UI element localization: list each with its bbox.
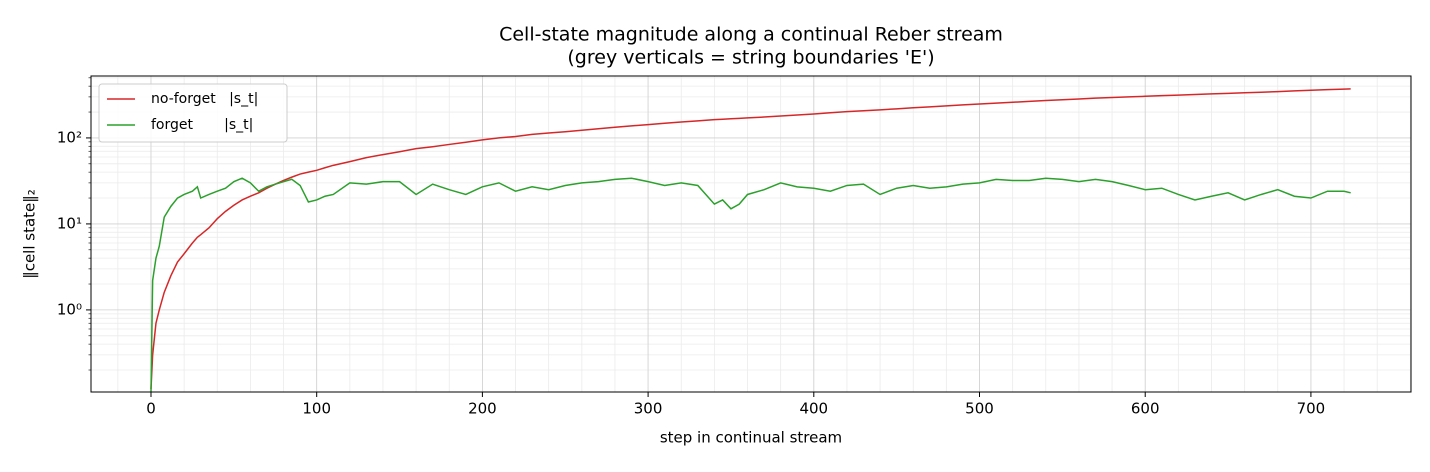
legend-box: [98, 83, 288, 143]
x-tick-label: 700: [1297, 400, 1326, 418]
x-tick-label: 0: [146, 400, 156, 418]
legend-label: forget |s_t|: [151, 117, 253, 133]
x-tick-label: 600: [1131, 400, 1160, 418]
x-tick-label: 100: [302, 400, 331, 418]
chart-subtitle: (grey verticals = string boundaries 'E'): [567, 47, 934, 69]
x-axis-label: step in continual stream: [660, 429, 842, 447]
legend-label: no-forget |s_t|: [151, 91, 258, 107]
x-tick-label: 400: [799, 400, 828, 418]
y-axis-label: ‖cell state‖₂: [21, 189, 39, 279]
y-tick-label: 10²: [57, 128, 82, 146]
x-tick-label: 500: [965, 400, 994, 418]
series-line: [150, 88, 1351, 390]
x-tick-label: 200: [468, 400, 497, 418]
chart-title: Cell-state magnitude along a continual R…: [499, 24, 1003, 46]
plot-frame: [90, 75, 1412, 393]
x-tick-label: 300: [634, 400, 663, 418]
y-tick-label: 10⁰: [57, 300, 82, 318]
y-tick-label: 10¹: [57, 214, 82, 232]
series-line: [150, 177, 1351, 392]
